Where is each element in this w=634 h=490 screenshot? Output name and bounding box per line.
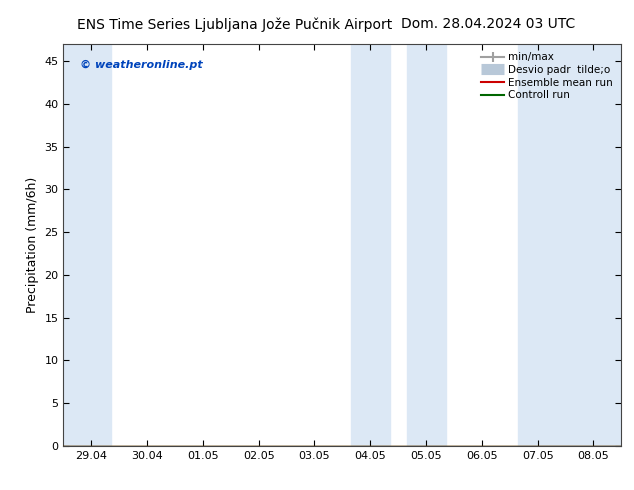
Text: ENS Time Series Ljubljana Jože Pučnik Airport: ENS Time Series Ljubljana Jože Pučnik Ai… [77,17,392,32]
Bar [518,44,621,446]
Text: Dom. 28.04.2024 03 UTC: Dom. 28.04.2024 03 UTC [401,17,575,31]
Text: © weatheronline.pt: © weatheronline.pt [80,60,203,70]
Bar [351,44,390,446]
Legend: min/max, Desvio padr  tilde;o, Ensemble mean run, Controll run: min/max, Desvio padr tilde;o, Ensemble m… [478,49,616,103]
Bar [406,44,446,446]
Y-axis label: Precipitation (mm/6h): Precipitation (mm/6h) [26,177,39,313]
Bar [63,44,111,446]
